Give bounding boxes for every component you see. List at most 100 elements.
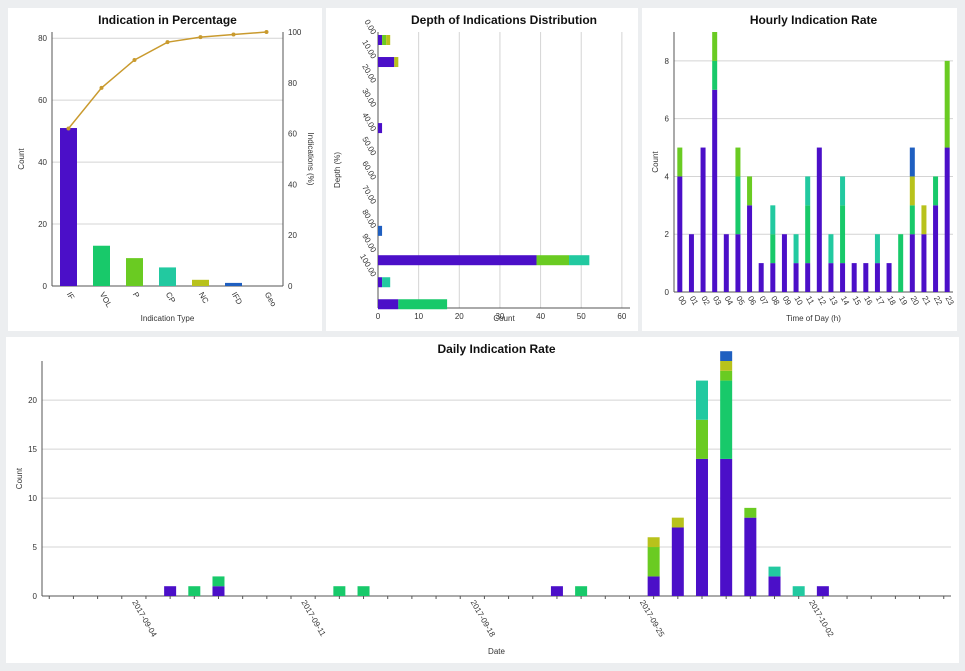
y-axis-label: Depth (%) xyxy=(333,152,342,188)
depth-chart: Depth of Indications Distribution 0 10 20 30… xyxy=(333,13,630,323)
x-tick-label: 15 xyxy=(850,295,863,308)
y2-axis-label: Indications (%) xyxy=(306,133,315,186)
pareto-point xyxy=(231,32,236,37)
x-tick-label: NC xyxy=(197,291,211,306)
bar-segment xyxy=(536,255,570,266)
bar-segment xyxy=(735,176,741,235)
bar-segment xyxy=(720,361,733,371)
bar-segment xyxy=(933,205,939,292)
pareto-point xyxy=(198,35,203,40)
bar-segment xyxy=(944,60,950,148)
x-tick-label: 0 xyxy=(376,312,381,321)
chart-title: Indication in Percentage xyxy=(98,13,237,27)
x-axis-label: Time of Day (h) xyxy=(786,314,841,323)
bar-segment xyxy=(735,147,741,177)
bar-segment xyxy=(805,176,811,206)
bar-segment xyxy=(712,89,718,293)
bar-segment xyxy=(378,225,383,236)
y-tick-label: 10.00 xyxy=(360,38,378,60)
y-tick-label: 0 xyxy=(665,288,670,297)
bar xyxy=(192,279,209,286)
bar-segment xyxy=(874,263,880,292)
bar-segment xyxy=(378,255,537,266)
bar-segment xyxy=(378,57,395,68)
y-tick-label: 20 xyxy=(28,396,37,405)
bar-segment xyxy=(840,263,846,292)
x-tick-label: 22 xyxy=(932,295,945,308)
bar-segment xyxy=(720,370,733,381)
bar-segment xyxy=(378,123,383,134)
y2-tick-label: 40 xyxy=(288,180,297,189)
bar-segment xyxy=(805,263,811,292)
bar-segment xyxy=(712,60,718,90)
bar-segment xyxy=(378,35,383,45)
x-tick-label: 20 xyxy=(909,295,922,308)
bar-segment xyxy=(805,205,811,264)
bar-segment xyxy=(758,263,764,292)
y2-tick-label: 0 xyxy=(288,282,293,291)
bar-segment xyxy=(909,234,915,292)
bar-segment xyxy=(378,299,399,310)
bar xyxy=(93,245,110,286)
y-tick-label: 10 xyxy=(28,494,37,503)
bar-segment xyxy=(386,35,391,45)
y-tick-label: 60 xyxy=(38,96,47,105)
daily-panel: Daily Indication Rate 0 5 10 15 20 2017-09-04 2… xyxy=(6,337,959,663)
x-tick-label: 50 xyxy=(577,312,586,321)
x-tick-label: 18 xyxy=(885,295,898,308)
y-tick-label: 70.00 xyxy=(360,184,378,206)
bar-segment xyxy=(695,419,708,459)
pareto-point xyxy=(132,57,137,62)
x-tick-label: 2017-09-04 xyxy=(130,599,159,639)
bar-segment xyxy=(944,147,950,292)
x-tick-label: VOL xyxy=(98,291,114,310)
x-tick-label: 05 xyxy=(734,295,747,308)
bar-segment xyxy=(744,517,757,596)
bar-segment xyxy=(647,576,660,596)
x-tick-label: Geo xyxy=(263,291,279,309)
y-tick-label: 20.00 xyxy=(360,63,378,85)
bar-segment xyxy=(550,586,563,596)
bar-segment xyxy=(671,517,684,528)
bar-segment xyxy=(394,57,399,68)
bar-segment xyxy=(828,234,834,264)
x-tick-label: 20 xyxy=(455,312,464,321)
y2-tick-label: 100 xyxy=(288,28,302,37)
y-tick-label: 20 xyxy=(38,220,47,229)
bar-segment xyxy=(398,299,448,310)
bar-segment xyxy=(816,586,829,596)
y-tick-label: 50.00 xyxy=(360,135,378,157)
chart-title: Hourly Indication Rate xyxy=(750,13,878,27)
x-tick-label: 17 xyxy=(874,295,887,308)
bar-segment xyxy=(768,566,781,577)
x-tick-label: IFD xyxy=(230,291,244,307)
bar-segment xyxy=(886,263,892,292)
y-tick-label: 6 xyxy=(665,115,670,124)
bar xyxy=(126,258,143,286)
y-tick-label: 0.00 xyxy=(362,18,378,36)
bar-segment xyxy=(575,586,588,596)
x-tick-label: 10 xyxy=(792,295,805,308)
depth-panel: Depth of Indications Distribution 0 10 20 30… xyxy=(326,8,638,331)
x-tick-label: 16 xyxy=(862,295,875,308)
hourly-panel: Hourly Indication Rate 0 2 4 6 8 00 01 02 03 04 05 0… xyxy=(642,8,957,331)
x-tick-label: 10 xyxy=(414,312,423,321)
pareto-chart: Indication in Percentage 0 20 40 60 80 0 20 40 60… xyxy=(17,13,315,323)
bar-segment xyxy=(212,576,225,587)
y-tick-label: 2 xyxy=(665,230,670,239)
pareto-point xyxy=(264,30,269,34)
daily-chart: Daily Indication Rate 0 5 10 15 20 2017-09-04 2… xyxy=(15,342,951,656)
y-tick-label: 80.00 xyxy=(360,208,378,230)
y-tick-label: 4 xyxy=(665,172,670,181)
y-tick-label: 80 xyxy=(38,34,47,43)
x-tick-label: 2017-09-25 xyxy=(638,599,667,639)
bar-segment xyxy=(671,527,684,596)
bar-segment xyxy=(792,586,805,596)
bar xyxy=(60,128,77,286)
bar-segment xyxy=(647,537,660,548)
bar-segment xyxy=(164,586,177,596)
bar-segment xyxy=(333,586,346,596)
y-tick-label: 30.00 xyxy=(360,87,378,109)
bar-segment xyxy=(793,234,799,264)
bar-segment xyxy=(720,458,733,596)
